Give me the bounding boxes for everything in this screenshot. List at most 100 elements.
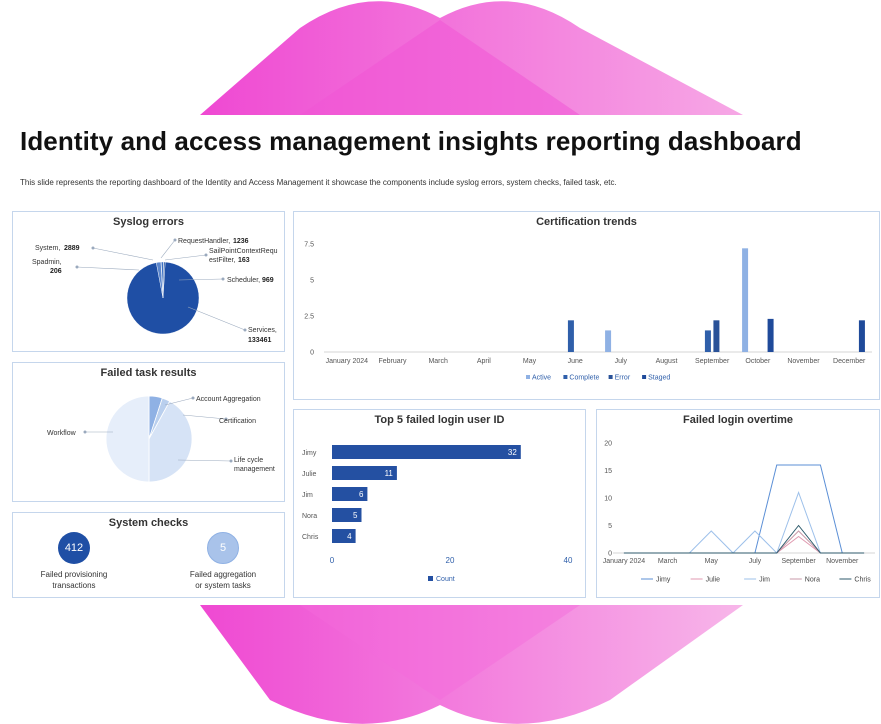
pie-slice-workflow — [105, 395, 150, 483]
failed-aggregation-value: 5 — [219, 542, 227, 554]
cert-bar-staged — [858, 320, 865, 352]
top5-category: Julie — [302, 471, 317, 478]
label-services-name: Services, — [248, 327, 277, 334]
failed-provisioning-line2: transactions — [52, 581, 96, 590]
top5-category: Nora — [302, 513, 317, 520]
cert-xtick: May — [523, 358, 537, 365]
label-scheduler-value: 969 — [262, 277, 274, 284]
overtime-legend: Jimy Julie Jim Nora Chris — [641, 577, 871, 584]
overtime-xtick: November — [826, 558, 859, 565]
overtime-line-chris — [623, 524, 865, 554]
label-system-value: 2889 — [64, 245, 80, 252]
failed-task-pie — [105, 395, 193, 483]
overtime-line-jim — [623, 491, 865, 554]
overtime-line-jimy — [623, 464, 865, 554]
system-checks-title: System checks — [108, 517, 189, 529]
cert-bars — [567, 248, 865, 352]
syslog-errors-chart: System, 2889 Spadmin, 206 RequestHandler… — [32, 238, 278, 344]
cert-legend-active: Active — [532, 375, 551, 382]
label-sailpoint-line2: estFilter, — [209, 257, 236, 264]
label-lifecycle-line1: Life cycle — [234, 457, 263, 464]
overtime-xtick: September — [781, 558, 816, 565]
top5-category: Jim — [302, 492, 313, 499]
label-system-name: System, — [35, 245, 60, 252]
overtime-legend-jimy: Jimy — [656, 577, 671, 584]
overtime-ytick: 5 — [608, 523, 612, 530]
top5-failed-login-panel: Top 5 failed login user ID Jimy 32 Julie 11… — [293, 409, 586, 598]
overtime-legend-julie: Julie — [706, 577, 721, 584]
top5-bar-nora — [332, 508, 362, 522]
overtime-legend-nora: Nora — [805, 577, 820, 584]
label-workflow: Workflow — [47, 430, 77, 437]
cert-legend-swatch-active — [526, 375, 530, 379]
cert-ytick: 5 — [310, 278, 314, 285]
label-requesthandler-name: RequestHandler, — [178, 238, 230, 245]
cert-legend: Active Complete Error Staged — [526, 375, 670, 382]
overtime-ytick: 20 — [604, 441, 612, 448]
certification-trends-title: Certification trends — [536, 216, 637, 228]
cert-xtick: August — [656, 358, 678, 365]
failed-login-overtime-panel: Failed login overtime 20 15 10 5 0 January 20… — [596, 409, 880, 598]
failed-login-overtime-title: Failed login overtime — [682, 414, 794, 426]
top5-bar-chris — [332, 529, 356, 543]
cert-xtick: December — [833, 358, 866, 365]
cert-xtick: February — [378, 358, 407, 365]
cert-bar-complete — [704, 330, 711, 352]
label-certification: Certification — [219, 418, 256, 425]
top5-xtick: 20 — [446, 556, 455, 565]
label-spadmin-name: Spadmin, — [32, 259, 62, 266]
failed-aggregation-badge: 5 — [207, 532, 239, 564]
cert-axes: 7.5 5 2.5 0 January 2024 February March April Ma… — [304, 242, 872, 365]
overtime-xtick: January 2024 — [603, 558, 646, 565]
overtime-ytick: 15 — [604, 468, 612, 475]
label-sailpoint-value: 163 — [238, 257, 250, 264]
syslog-errors-title: Syslog errors — [113, 216, 184, 228]
label-services-value: 133461 — [248, 337, 271, 344]
syslog-pie — [126, 261, 200, 335]
top5-value-chris: 4 — [347, 532, 352, 541]
top5-bar-julie — [332, 466, 397, 480]
overtime-xtick: July — [749, 558, 762, 565]
page-subtitle: This slide represents the reporting dash… — [20, 178, 617, 187]
failed-aggregation-line1: Failed aggregation — [189, 570, 257, 579]
top5-category: Jimy — [302, 450, 317, 457]
failed-provisioning-label: Failed provisioning transactions — [23, 569, 125, 591]
failed-aggregation-line2: or system tasks — [195, 581, 251, 590]
top5-value-julie: 11 — [385, 469, 394, 478]
cert-bar-error — [713, 320, 720, 352]
top5-value-jim: 6 — [359, 490, 364, 499]
label-lifecycle-line2: management — [234, 466, 275, 473]
cert-legend-swatch-staged — [642, 375, 647, 379]
failed-provisioning-line1: Failed provisioning — [40, 570, 108, 579]
failed-provisioning-badge: 412 — [58, 532, 90, 564]
top5-xtick: 40 — [564, 556, 573, 565]
top5-legend-swatch — [428, 576, 433, 581]
label-sailpoint-line1: SailPointContextRequ — [209, 248, 278, 255]
cert-xtick: November — [787, 358, 820, 365]
label-requesthandler-value: 1236 — [233, 238, 249, 245]
failed-task-panel: Failed task results Account Aggregation … — [12, 362, 285, 502]
label-account-aggregation: Account Aggregation — [196, 396, 261, 403]
failed-aggregation-label: Failed aggregation or system tasks — [173, 569, 273, 591]
top5-value-nora: 5 — [353, 511, 358, 520]
top5-bar-jimy — [332, 445, 521, 459]
cert-bar-active — [605, 330, 612, 352]
label-spadmin-value: 206 — [50, 268, 62, 275]
top5-legend-label: Count — [436, 576, 455, 583]
cert-bar-complete — [567, 320, 574, 352]
overtime-xtick: March — [658, 558, 678, 565]
overtime-lines — [623, 464, 865, 554]
top5-xtick: 0 — [330, 556, 335, 565]
cert-xtick: September — [695, 358, 730, 365]
cert-xtick: July — [615, 358, 628, 365]
overtime-ytick: 10 — [604, 496, 612, 503]
cert-legend-staged: Staged — [648, 375, 670, 382]
certification-trends-chart: 7.5 5 2.5 0 January 2024 February March April Ma… — [304, 242, 872, 382]
cert-xtick: January 2024 — [326, 358, 369, 365]
cert-legend-swatch-error — [608, 375, 613, 379]
top5-bar-jim — [332, 487, 368, 501]
cert-xtick: June — [568, 358, 583, 365]
